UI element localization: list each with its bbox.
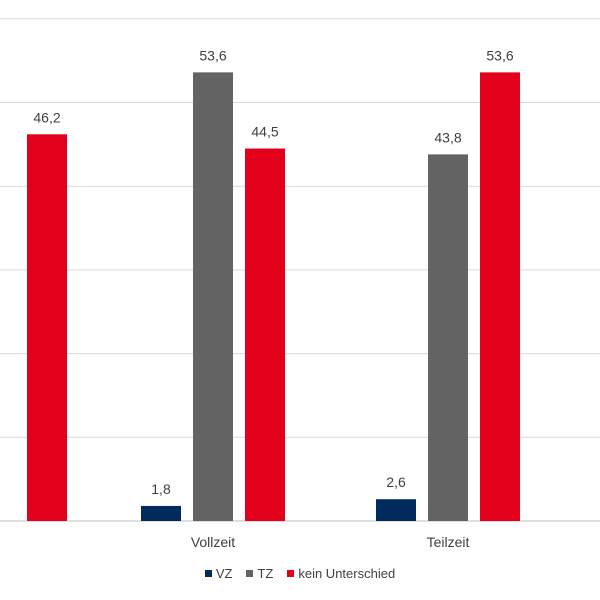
gridlines: [0, 18, 600, 522]
legend-label-tz: TZ: [257, 566, 274, 581]
value-labels: 46,2 1,8 53,6 44,5 2,6 43,8 53,6: [33, 47, 513, 497]
bar-tz-2: [428, 154, 468, 522]
bar-kein-unterschied-2: [480, 72, 520, 522]
legend-item-kein-unterschied: kein Unterschied: [287, 566, 395, 581]
bar-vz-2: [376, 499, 416, 521]
data-label: 2,6: [386, 474, 406, 490]
x-tick-label: Vollzeit: [191, 534, 235, 550]
data-label: 44,5: [251, 124, 278, 140]
legend-swatch-vz: [204, 570, 212, 577]
data-label: 1,8: [151, 481, 171, 497]
data-label: 43,8: [434, 129, 461, 145]
legend-label-vz: VZ: [215, 566, 233, 581]
x-axis-tick-labels: räfteVollzeitTeilzeit: [191, 534, 470, 550]
data-label: 53,6: [486, 47, 513, 63]
legend-item-vz: VZ: [204, 566, 233, 581]
x-tick-label: Teilzeit: [427, 534, 470, 550]
bar-kein-unterschied-0: [27, 134, 67, 521]
bar-vz-1: [141, 505, 181, 521]
legend-item-tz: TZ: [246, 566, 273, 581]
bar-tz-1: [193, 72, 233, 522]
legend-swatch-kein-unterschied: [287, 570, 295, 577]
bar-kein-unterschied-1: [245, 148, 285, 521]
data-label: 53,6: [199, 47, 226, 63]
bars: [27, 72, 520, 522]
data-label: 46,2: [33, 109, 60, 125]
legend-label-kein-unterschied: kein Unterschied: [298, 566, 396, 581]
legend-swatch-tz: [246, 570, 254, 577]
legend: VZ TZ kein Unterschied: [0, 566, 600, 581]
